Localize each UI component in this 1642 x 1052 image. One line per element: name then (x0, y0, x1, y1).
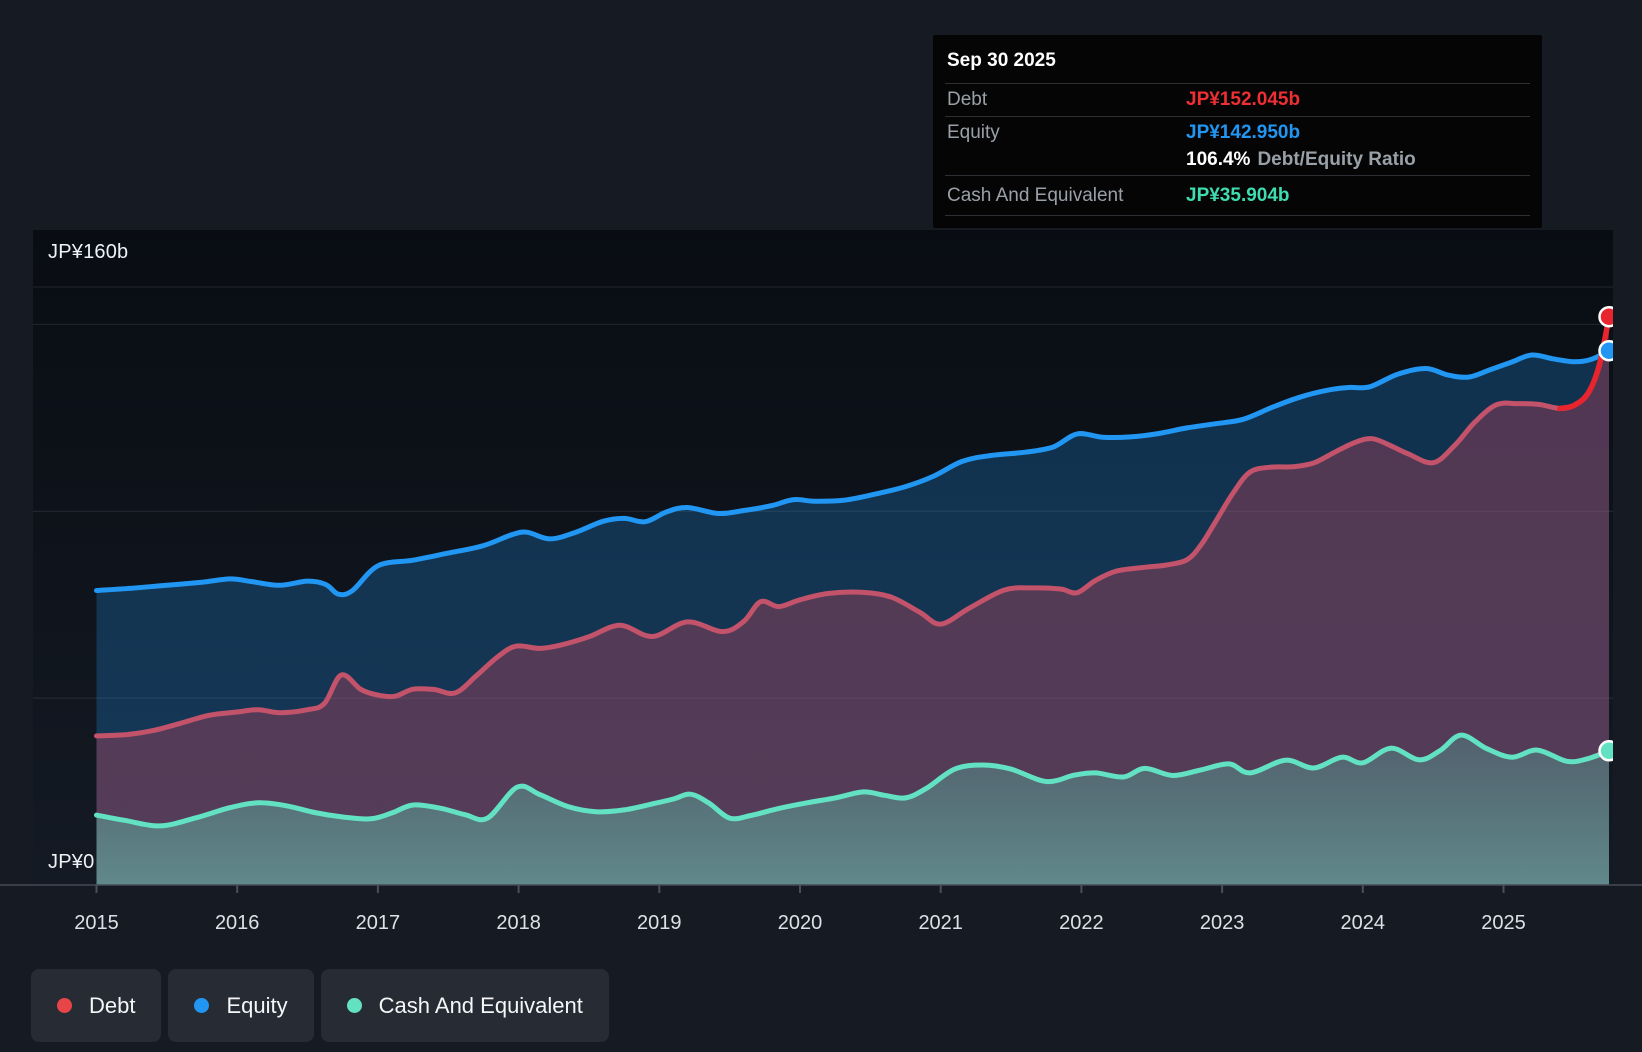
series-group (94, 305, 1613, 885)
tooltip-ratio-value: 106.4% Debt/Equity Ratio (1186, 149, 1528, 171)
x-label-2019: 2019 (637, 912, 682, 934)
legend-item-debt[interactable]: Debt (31, 969, 162, 1042)
tooltip-equity-row: Equity JP¥142.950b (945, 117, 1530, 147)
tooltip-ratio-number: 106.4% (1186, 149, 1251, 170)
tooltip-cash-label: Cash And Equivalent (947, 184, 1124, 206)
tooltip-ratio-suffix: Debt/Equity Ratio (1257, 149, 1416, 170)
tooltip-equity-value: JP¥142.950b (1186, 122, 1301, 143)
legend-cash-label: Cash And Equivalent (378, 992, 583, 1018)
debt-line (94, 314, 1612, 739)
x-label-2022: 2022 (1059, 912, 1104, 934)
tooltip-equity-label: Equity (947, 122, 1000, 143)
x-label-2018: 2018 (496, 912, 541, 934)
x-label-2020: 2020 (778, 912, 823, 934)
tooltip-cash-row: Cash And Equivalent JP¥35.904b (945, 176, 1530, 216)
legend-item-cash[interactable]: Cash And Equivalent (320, 969, 609, 1042)
tooltip-debt-label: Debt (947, 89, 988, 110)
legend-item-equity[interactable]: Equity (168, 969, 314, 1042)
x-label-2024: 2024 (1341, 912, 1386, 934)
cash-dot-icon (346, 998, 362, 1013)
equity-dot-icon (194, 998, 210, 1013)
x-label-2021: 2021 (918, 912, 963, 934)
chart-legend: Debt Equity Cash And Equivalent (31, 969, 609, 1042)
tooltip-date: Sep 30 2025 (945, 35, 1530, 84)
x-label-2025: 2025 (1481, 912, 1526, 934)
cash-line (94, 732, 1612, 829)
equity-area (96, 350, 1609, 885)
tooltip-debt-row: Debt JP¥152.045b (945, 84, 1530, 117)
debt-endpoint-dot (1598, 305, 1613, 328)
equity-endpoint-dot (1598, 339, 1613, 362)
x-label-2017: 2017 (356, 912, 401, 934)
x-label-2016: 2016 (215, 912, 260, 934)
x-label-2023: 2023 (1200, 912, 1245, 934)
tooltip-ratio-row: 106.4% Debt/Equity Ratio (945, 147, 1530, 176)
debt-dot-icon (57, 998, 72, 1013)
chart-tooltip: Sep 30 2025 Debt JP¥152.045b Equity JP¥1… (933, 35, 1542, 228)
tooltip-cash-value: JP¥35.904b (1186, 184, 1290, 206)
tooltip-debt-value: JP¥152.045b (1186, 89, 1301, 110)
legend-equity-label: Equity (226, 992, 288, 1018)
x-label-2015: 2015 (74, 912, 119, 934)
debt-area (96, 316, 1609, 885)
y-axis-max-label: JP¥160b (48, 241, 129, 263)
y-axis-zero-label: JP¥0 (48, 851, 95, 873)
equity-line (94, 348, 1612, 598)
legend-debt-label: Debt (89, 992, 136, 1018)
cash-endpoint-dot (1598, 740, 1613, 762)
cash-area (96, 735, 1609, 885)
